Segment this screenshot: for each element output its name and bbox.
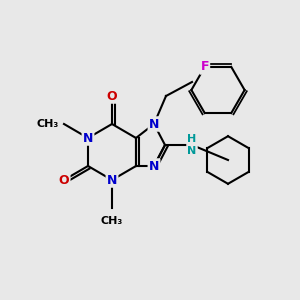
Text: N: N [149,118,159,130]
Text: F: F [200,61,209,74]
Text: N: N [149,160,159,172]
Text: CH₃: CH₃ [101,216,123,226]
Text: N: N [83,131,93,145]
Text: N: N [107,173,117,187]
Text: O: O [59,173,69,187]
Text: H
N: H N [188,134,196,156]
Text: O: O [107,89,117,103]
Text: CH₃: CH₃ [37,119,59,129]
